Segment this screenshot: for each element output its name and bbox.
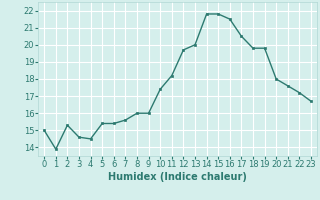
X-axis label: Humidex (Indice chaleur): Humidex (Indice chaleur) xyxy=(108,172,247,182)
